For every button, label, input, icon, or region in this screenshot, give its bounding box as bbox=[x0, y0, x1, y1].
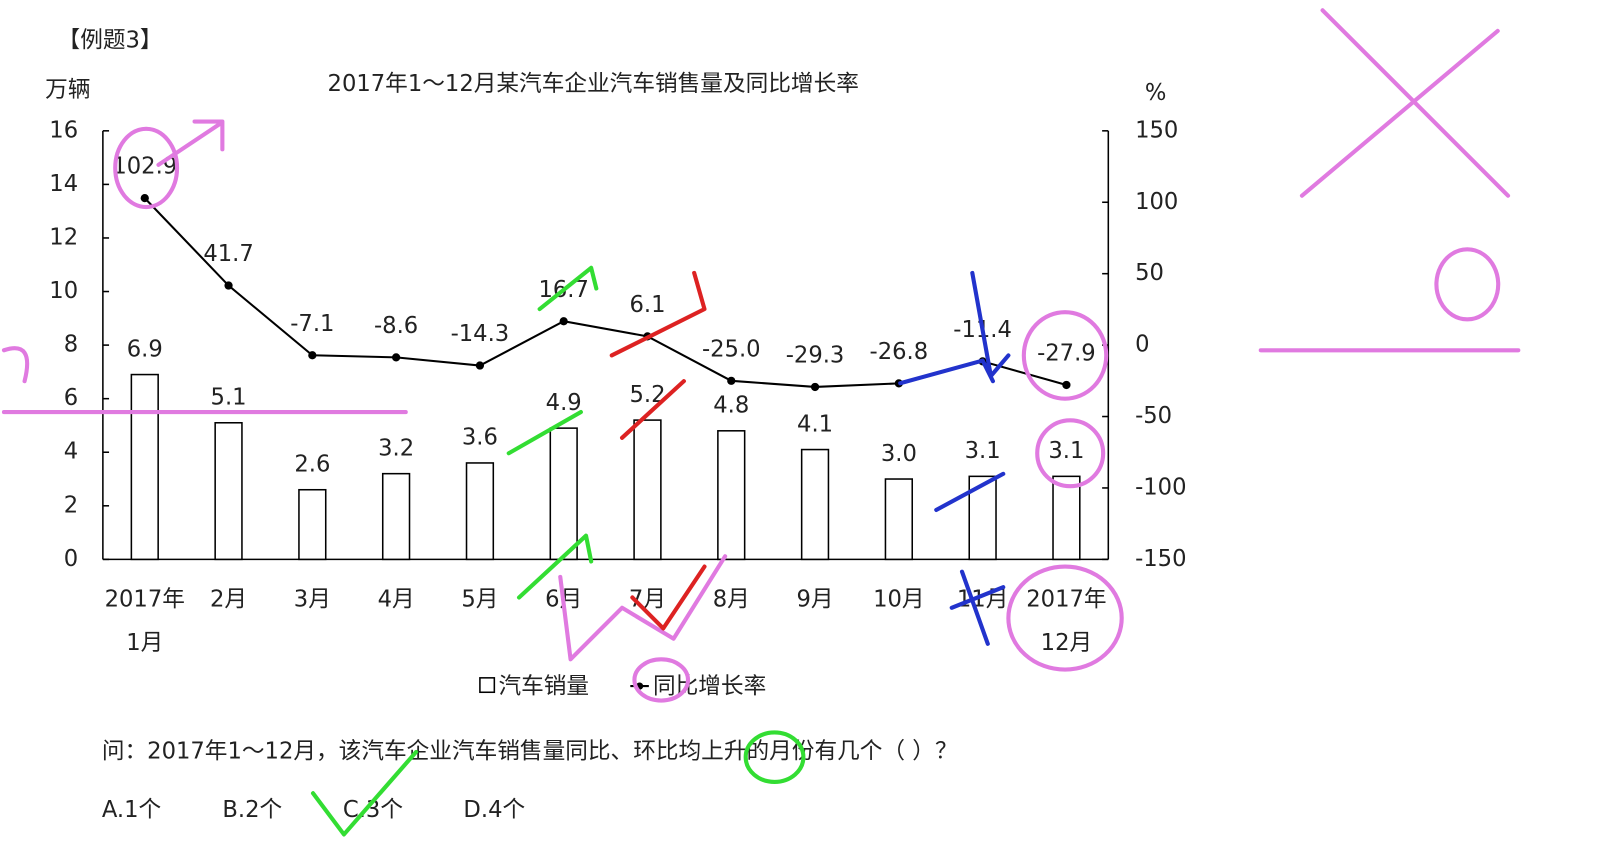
line-point bbox=[475, 361, 485, 370]
line-point bbox=[559, 317, 568, 326]
bar-label: 3.0 bbox=[881, 441, 917, 467]
bar bbox=[130, 373, 159, 561]
ink bbox=[1035, 418, 1106, 489]
ink bbox=[1021, 310, 1109, 401]
bar-label: 2.6 bbox=[294, 452, 330, 478]
y-tick-label: 6 bbox=[64, 385, 78, 411]
x-tick-label: 4月 bbox=[378, 586, 415, 612]
legend-label: 同比增长率 bbox=[653, 674, 766, 700]
ink bbox=[113, 126, 180, 210]
bar bbox=[800, 448, 830, 561]
ink bbox=[156, 119, 225, 167]
question: 问：2017年1～12月，该汽车企业汽车销售量同比、环比均上升的月份有几个（ ）… bbox=[102, 739, 958, 765]
line-label: -29.3 bbox=[786, 343, 845, 369]
ink bbox=[743, 730, 806, 784]
chart-title: 2017年1～12月某汽车企业汽车销售量及同比增长率 bbox=[328, 71, 859, 97]
line-point bbox=[224, 281, 233, 290]
line-label: -7.1 bbox=[290, 311, 334, 337]
legend-label: 汽车销量 bbox=[498, 674, 589, 700]
line-point bbox=[392, 353, 401, 362]
line-label: -25.0 bbox=[702, 336, 761, 362]
bar-label: 4.1 bbox=[797, 411, 833, 437]
y-tick-label: 10 bbox=[49, 278, 78, 304]
line-label: -27.9 bbox=[1037, 341, 1096, 367]
bar bbox=[549, 427, 578, 561]
x-tick-label: 5月 bbox=[461, 586, 498, 612]
bar-label: 4.9 bbox=[546, 390, 582, 416]
bar-label: 4.8 bbox=[713, 393, 749, 419]
y2-tick-label: 150 bbox=[1135, 117, 1178, 143]
y-tick-label: 0 bbox=[64, 546, 78, 572]
line-label: -14.3 bbox=[451, 321, 510, 347]
line-label: -8.6 bbox=[374, 313, 418, 339]
option: B.2个 bbox=[222, 797, 282, 823]
y-tick-label: 2 bbox=[64, 492, 78, 518]
y-tick-label: 4 bbox=[64, 439, 78, 465]
line-point bbox=[308, 351, 317, 360]
ink bbox=[609, 270, 707, 631]
ink bbox=[1258, 8, 1521, 353]
header: 【例题3】 bbox=[58, 28, 163, 54]
y2-tick-label: 50 bbox=[1135, 260, 1164, 286]
y-axis-title: 万辆 bbox=[45, 77, 90, 103]
line-point bbox=[727, 376, 736, 385]
y2-axis-title: % bbox=[1145, 80, 1167, 106]
line-point bbox=[810, 382, 820, 392]
line-point bbox=[1062, 380, 1071, 390]
bar bbox=[884, 478, 914, 561]
bar bbox=[214, 422, 243, 561]
bar-label: 3.2 bbox=[378, 435, 414, 461]
y2-tick-label: -50 bbox=[1135, 403, 1172, 429]
bar-label: 6.9 bbox=[127, 336, 163, 362]
annotations bbox=[1, 8, 1521, 837]
bar bbox=[1052, 475, 1081, 561]
y-tick-label: 14 bbox=[49, 171, 78, 197]
bar bbox=[465, 462, 495, 561]
bar-label: 3.1 bbox=[965, 438, 1001, 464]
x-tick-label: 10月 bbox=[873, 586, 925, 612]
ink bbox=[1006, 564, 1124, 672]
bar bbox=[298, 488, 327, 561]
legend-swatch bbox=[479, 677, 496, 694]
y-tick-label: 16 bbox=[49, 117, 78, 143]
x-tick-label: 9月 bbox=[797, 586, 834, 612]
bar-label: 3.6 bbox=[462, 425, 498, 451]
line-label: 41.7 bbox=[203, 241, 253, 267]
bar-label: 3.1 bbox=[1048, 438, 1084, 464]
y-tick-label: 12 bbox=[49, 224, 78, 250]
ink bbox=[310, 265, 599, 837]
x-tick-label: 2月 bbox=[210, 586, 247, 612]
x-tick-label: 2017年 12月 bbox=[1026, 586, 1106, 655]
bar bbox=[381, 472, 411, 561]
y2-tick-label: 0 bbox=[1135, 332, 1149, 358]
y2-tick-label: 100 bbox=[1135, 189, 1178, 215]
option: A.1个 bbox=[102, 797, 161, 823]
option: D.4个 bbox=[463, 797, 525, 823]
line-label: 6.1 bbox=[629, 292, 665, 318]
ink bbox=[898, 270, 1011, 646]
ink bbox=[1, 346, 728, 662]
line-label: -26.8 bbox=[870, 339, 929, 365]
x-tick-label: 8月 bbox=[713, 586, 750, 612]
ink bbox=[632, 657, 691, 703]
y2-tick-label: -100 bbox=[1135, 474, 1186, 500]
y2-tick-label: -150 bbox=[1135, 546, 1186, 572]
bar bbox=[633, 419, 662, 561]
y-tick-label: 8 bbox=[64, 332, 78, 358]
x-tick-label: 2017年 1月 bbox=[105, 586, 185, 655]
x-tick-label: 3月 bbox=[294, 586, 331, 612]
bar-label: 5.1 bbox=[211, 385, 247, 411]
bar bbox=[717, 430, 746, 561]
line-point bbox=[140, 193, 149, 203]
